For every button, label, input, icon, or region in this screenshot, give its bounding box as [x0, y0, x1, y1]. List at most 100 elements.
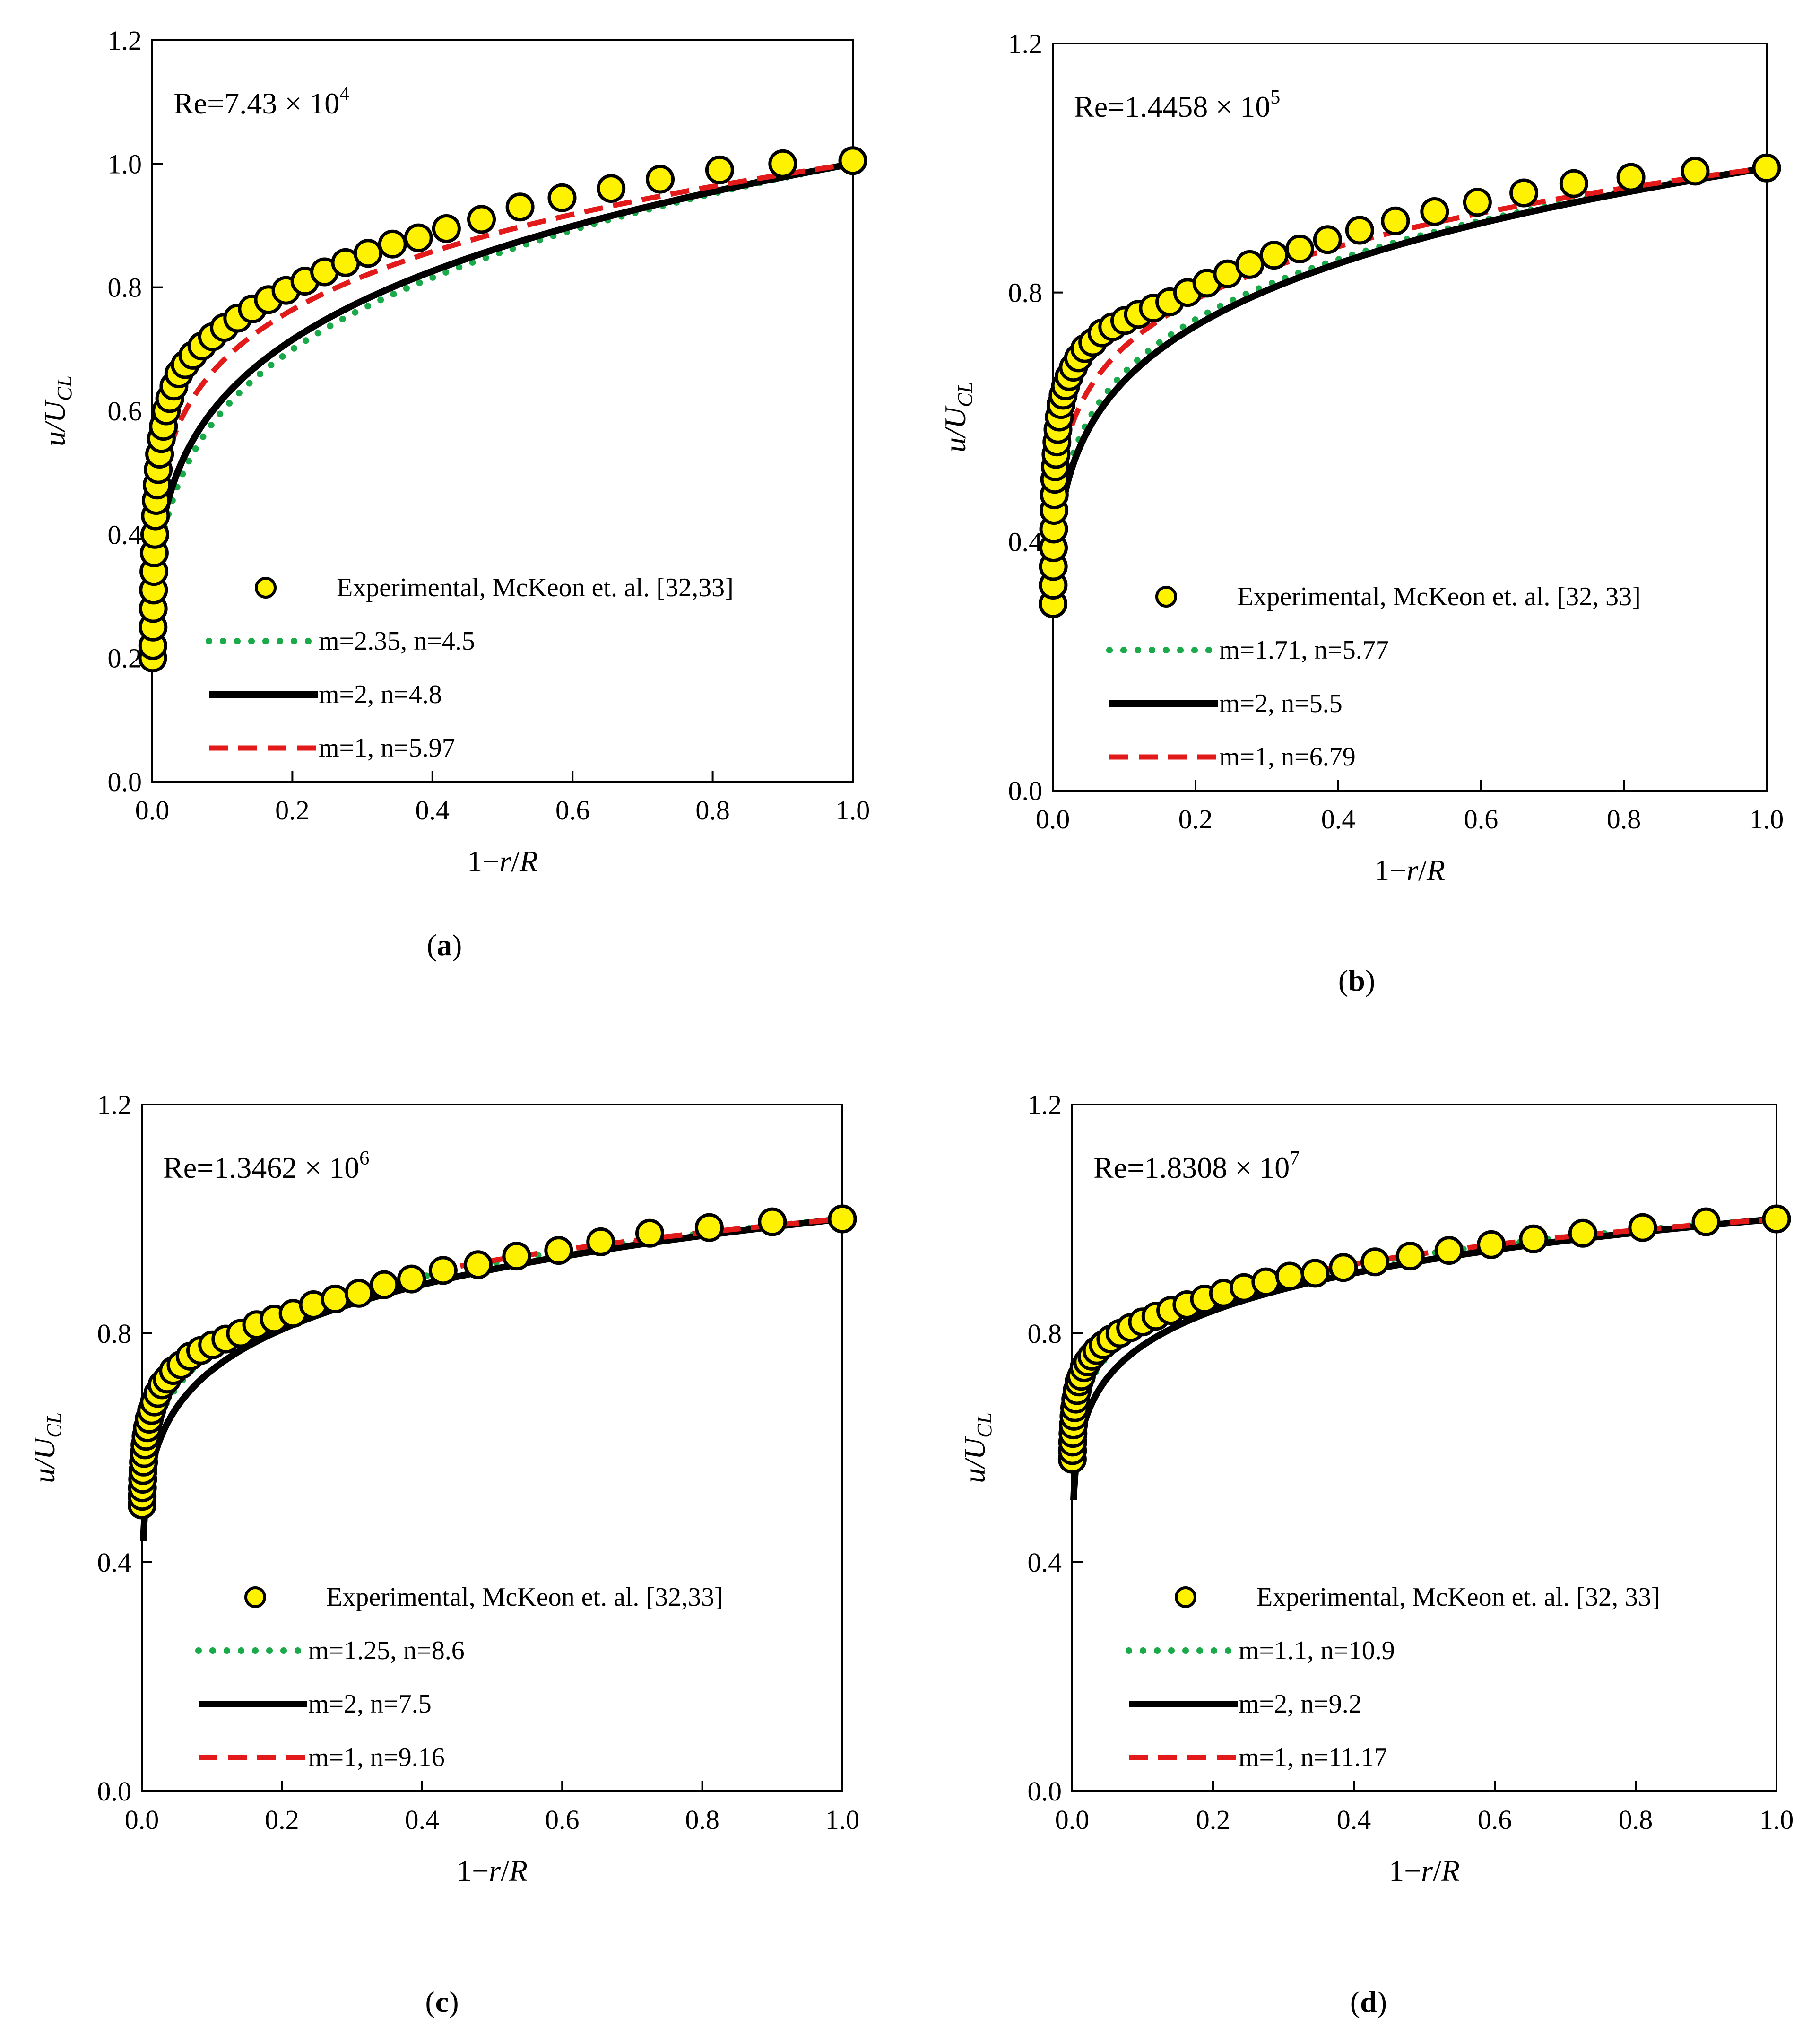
plot-frame	[141, 1104, 843, 1792]
reynolds-exponent: 7	[1290, 1148, 1300, 1169]
plot-area	[1057, 1204, 1791, 1500]
chart-panel-b: 0.00.40.81.20.0 0.2 0.4 0.6 0.8 1.0u/UCL1−r/R…	[938, 28, 1784, 997]
data-point	[1762, 1204, 1791, 1234]
legend-marker-experimental	[244, 1586, 266, 1608]
y-tick-label: 0.0	[97, 1776, 132, 1807]
data-point	[1752, 153, 1781, 183]
x-tick-label: 0.8	[685, 1804, 719, 1835]
data-point	[694, 1213, 724, 1242]
legend-label-dotted: m=1.71, n=5.77	[1219, 635, 1389, 665]
chart-panel-c: 0.00.40.81.20.0 0.2 0.4 0.6 0.8 1.0u/UCL1−r/R…	[27, 1089, 859, 2018]
x-tick-label: 0.8	[1619, 1804, 1653, 1835]
x-axis-label-part: r	[499, 844, 511, 878]
y-tick-label: 1.0	[108, 148, 142, 179]
data-point	[467, 205, 496, 234]
panel-caption-open: (	[1338, 964, 1348, 997]
panel-caption-close: )	[452, 928, 462, 962]
x-axis-label: 1−r/R	[1389, 1854, 1460, 1887]
reynolds-annotation: Re=1.4458 × 105	[1074, 87, 1280, 123]
y-axis-label-main: u/U	[27, 1436, 61, 1483]
data-point	[1313, 225, 1342, 254]
data-point	[502, 1242, 531, 1271]
plot-frame	[1071, 1104, 1777, 1792]
y-tick-label: 0.0	[1028, 1776, 1062, 1807]
fit-line-dashed	[1071, 1216, 1777, 1463]
data-point	[1681, 157, 1710, 186]
plot-frame	[151, 39, 854, 783]
fit-line-dashed	[140, 1216, 843, 1501]
y-tick-label: 1.2	[97, 1089, 132, 1120]
legend-marker-experimental	[255, 577, 277, 599]
legend-label-dotted: m=1.25, n=8.6	[308, 1636, 465, 1665]
y-tick-label: 1.2	[108, 25, 142, 56]
x-axis-label-part: /	[501, 1854, 509, 1887]
x-tick-label: 0.6	[545, 1804, 580, 1835]
y-tick-label: 0.6	[108, 396, 142, 426]
data-point	[758, 1207, 787, 1236]
x-axis-label-part: R	[509, 1854, 528, 1887]
panel-caption-close: )	[449, 1985, 459, 2018]
fit-line-dashed	[1051, 165, 1767, 542]
panel-caption: (c)	[425, 1985, 459, 2018]
x-tick-label: 1.0	[1750, 804, 1784, 835]
data-point	[1420, 197, 1449, 226]
data-point	[1345, 216, 1374, 245]
data-point	[344, 1279, 373, 1308]
fit-line-dotted	[1070, 1216, 1780, 1471]
x-axis-label-part: r	[489, 1854, 501, 1887]
x-axis-label-part: 1−	[1389, 1854, 1421, 1887]
data-point	[1568, 1218, 1597, 1248]
plot-area	[1039, 153, 1781, 618]
reynolds-exponent: 4	[339, 83, 349, 105]
data-point	[1259, 241, 1289, 270]
data-point	[397, 1264, 426, 1294]
x-axis-label-part: /	[1418, 853, 1427, 887]
x-tick-label: 1.0	[836, 795, 870, 826]
panel-caption-open: (	[1350, 1985, 1360, 2018]
x-tick-label: 0.0	[1036, 804, 1070, 835]
panel-caption-letter: d	[1360, 1985, 1377, 2018]
x-tick-label: 0.2	[1178, 804, 1213, 835]
reynolds-exponent: 6	[359, 1148, 369, 1169]
x-axis-label-part: 1−	[1374, 853, 1406, 887]
legend-label-dashed: m=1, n=9.16	[308, 1743, 445, 1772]
chart-panel-d: 0.00.40.81.20.0 0.2 0.4 0.6 0.8 1.0u/UCL1−r/R…	[958, 1089, 1794, 2018]
data-point	[1395, 1242, 1425, 1271]
legend-label-dotted: m=1.1, n=10.9	[1239, 1636, 1395, 1665]
plot-area	[127, 1204, 857, 1541]
y-tick-label: 1.2	[1028, 1089, 1062, 1120]
reynolds-value: Re=1.8308 × 10	[1093, 1151, 1290, 1184]
x-axis-label: 1−r/R	[457, 1854, 528, 1887]
data-point	[463, 1250, 493, 1279]
legend-label-experimental: Experimental, McKeon et. al. [32, 33]	[1256, 1583, 1660, 1612]
legend-label-experimental: Experimental, McKeon et. al. [32,33]	[337, 573, 734, 602]
legend-label-experimental: Experimental, McKeon et. al. [32,33]	[326, 1583, 723, 1612]
legend-label-solid: m=2, n=4.8	[319, 680, 442, 709]
x-tick-label: 0.8	[1607, 804, 1641, 835]
fit-line-solid	[140, 1216, 843, 1541]
data-point	[646, 165, 675, 194]
chart-panel-a: 0.0 0.2 0.4 0.6 0.8 1.0 1.2 0.0 0.2 0.4 0.6 0.8 1.0 u…	[38, 25, 870, 962]
data-point	[768, 149, 797, 178]
y-tick-label: 0.8	[1028, 1318, 1062, 1349]
data-point	[1559, 169, 1588, 198]
x-tick-label: 0.8	[695, 795, 730, 826]
legend-label-solid: m=2, n=9.2	[1239, 1689, 1362, 1719]
data-point	[1691, 1207, 1721, 1236]
y-tick-label: 0.2	[108, 643, 142, 674]
legend-label-dashed: m=1, n=6.79	[1219, 742, 1356, 772]
x-tick-label: 0.0	[1055, 1804, 1090, 1835]
y-axis-label: u/UCL	[938, 382, 977, 452]
data-point	[1235, 250, 1265, 279]
x-tick-label: 0.2	[275, 795, 310, 826]
reynolds-value: Re=1.4458 × 10	[1074, 90, 1270, 123]
x-tick-label: 0.2	[265, 1804, 299, 1835]
x-axis-label-part: R	[1441, 1854, 1460, 1887]
x-axis-label-part: 1−	[467, 844, 499, 878]
data-point	[828, 1204, 857, 1234]
data-point	[1519, 1224, 1548, 1253]
y-tick-label: 0.8	[1008, 278, 1043, 308]
x-tick-label: 0.6	[1464, 804, 1499, 835]
x-tick-label: 0.0	[135, 795, 170, 826]
y-axis-label-subscript: CL	[43, 1412, 66, 1438]
